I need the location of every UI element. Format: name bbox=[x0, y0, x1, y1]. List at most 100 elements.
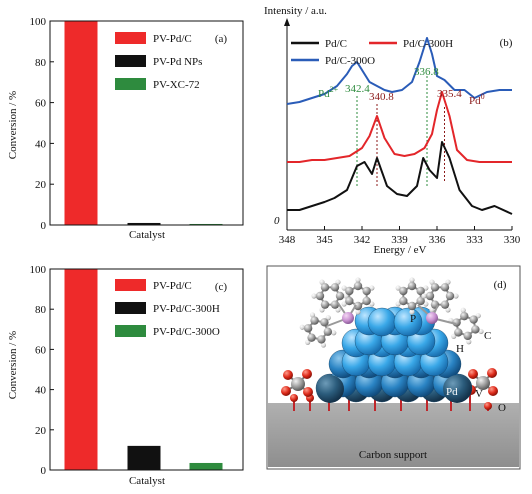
panel-b-label: (b) bbox=[500, 37, 513, 49]
pd-atom-edge-right bbox=[443, 375, 471, 403]
legend-label-3: Pd/C-300O bbox=[325, 55, 375, 67]
hydrogen-atom bbox=[343, 293, 349, 299]
carbon-atom bbox=[323, 327, 333, 336]
hydrogen-atom bbox=[369, 285, 375, 291]
legend-label-1: PV-Pd/C bbox=[153, 33, 192, 45]
pd-atom-edge-left bbox=[316, 375, 344, 403]
legend-swatch-3 bbox=[115, 325, 146, 337]
atom-label-c: C bbox=[484, 330, 491, 342]
panel-c-label: (c) bbox=[215, 281, 228, 293]
y-tick-label: 0 bbox=[41, 465, 47, 477]
carbon-support-slab bbox=[268, 403, 519, 467]
panel-d-label: (d) bbox=[494, 279, 507, 291]
panel-c-x-axis-label: Catalyst bbox=[129, 475, 165, 487]
carbon-atom bbox=[353, 301, 363, 311]
bar-2 bbox=[127, 222, 161, 225]
hydrogen-atom bbox=[395, 301, 401, 307]
panel-b-y-axis-arrowhead bbox=[284, 18, 290, 26]
y-tick-label: 60 bbox=[35, 344, 47, 356]
oxygen-atom bbox=[488, 386, 498, 396]
carbon-atom bbox=[303, 324, 313, 333]
carbon-atom bbox=[430, 283, 440, 292]
hydrogen-atom bbox=[355, 309, 361, 315]
bar-1 bbox=[64, 21, 98, 225]
carbon-atom bbox=[345, 296, 354, 306]
hydrogen-atom bbox=[335, 279, 341, 285]
annotation-5: 335.4 bbox=[437, 88, 462, 100]
hydrogen-atom bbox=[423, 285, 429, 291]
carbon-atom bbox=[440, 283, 450, 292]
x-tick-label: 330 bbox=[504, 234, 521, 246]
hydrogen-atom bbox=[309, 312, 316, 318]
carbon-atom bbox=[407, 281, 417, 291]
annotation-superscript: 0 bbox=[481, 92, 485, 101]
carbon-atom bbox=[330, 300, 340, 309]
hydrogen-atom bbox=[355, 277, 361, 283]
hydrogen-atom bbox=[453, 293, 459, 299]
carbon-atom bbox=[362, 286, 371, 296]
panel-c-legend: PV-Pd/C PV-Pd/C-300H PV-Pd/C-300O bbox=[115, 279, 220, 338]
panel-b-y-origin-label: 0 bbox=[274, 215, 280, 227]
carbon-atom bbox=[469, 315, 478, 324]
oxygen-atom bbox=[283, 370, 293, 380]
pd-atom bbox=[367, 307, 397, 337]
y-tick-label: 40 bbox=[35, 385, 47, 397]
carbon-atom bbox=[310, 316, 319, 325]
panel-b-xps-spectrum: Intensity / a.u. 0 348 345 342 339 336 333 330… bbox=[264, 5, 521, 256]
atom-label-pd: Pd bbox=[446, 386, 458, 398]
hydrogen-atom bbox=[299, 324, 305, 330]
annotation-text: 340.8 bbox=[369, 91, 394, 103]
hydrogen-atom bbox=[421, 293, 427, 299]
x-tick-label: 348 bbox=[279, 234, 296, 246]
carbon-atom bbox=[454, 328, 463, 337]
carbon-atom bbox=[315, 291, 325, 301]
phosphorus-atom-right bbox=[426, 312, 438, 324]
carbon-atom bbox=[320, 318, 329, 327]
hydrogen-atom bbox=[429, 307, 435, 313]
phosphorus-atom-left bbox=[342, 312, 354, 324]
oxygen-atom bbox=[303, 387, 313, 397]
bar-3 bbox=[189, 223, 223, 225]
carbon-atom bbox=[463, 331, 472, 341]
vanadium-atom-right bbox=[476, 376, 490, 390]
panel-b-x-axis-label: Energy / eV bbox=[374, 244, 427, 256]
carbon-atom bbox=[430, 300, 440, 309]
annotation-text: 336.8 bbox=[414, 66, 439, 78]
annotation-text: 342.4 bbox=[345, 83, 370, 95]
annotation-text: 335.4 bbox=[437, 88, 462, 100]
carbon-atom bbox=[460, 311, 469, 321]
annotation-text: Pd bbox=[318, 88, 330, 100]
hydrogen-atom bbox=[331, 330, 337, 336]
annotation-4: 336.8 bbox=[414, 66, 439, 78]
atom-label-o: O bbox=[498, 402, 506, 414]
panel-b-legend: Pd/C Pd/C-300H Pd/C-300O bbox=[291, 38, 453, 67]
hydrogen-atom bbox=[319, 279, 325, 285]
panel-a-bars bbox=[64, 21, 223, 225]
carbon-support-label: Carbon support bbox=[359, 449, 427, 461]
atom-label-v: V bbox=[475, 388, 483, 400]
legend-label-2: PV-Pd NPs bbox=[153, 56, 202, 68]
pd-nanoparticle-scene bbox=[281, 277, 498, 411]
y-tick-label: 20 bbox=[35, 179, 47, 191]
panel-c-y-axis-label: Conversion / % bbox=[7, 331, 19, 399]
carbon-atom bbox=[353, 281, 363, 291]
panel-a-legend: PV-Pd/C PV-Pd NPs PV-XC-72 bbox=[115, 32, 202, 91]
series-line-pd-c bbox=[287, 141, 513, 215]
legend-label-1: Pd/C bbox=[325, 38, 347, 50]
legend-swatch-2 bbox=[115, 302, 146, 314]
hydrogen-atom bbox=[409, 309, 415, 315]
oxygen-atom bbox=[281, 386, 291, 396]
legend-label-3: PV-XC-72 bbox=[153, 79, 200, 91]
carbon-atom bbox=[320, 300, 330, 309]
series-line-pd-c-300o bbox=[286, 37, 512, 105]
oxygen-atom bbox=[487, 368, 497, 378]
y-tick-label: 20 bbox=[35, 425, 47, 437]
annotation-6: Pd0 bbox=[469, 92, 485, 107]
legend-label-3: PV-Pd/C-300O bbox=[153, 326, 220, 338]
hydrogen-atom bbox=[423, 301, 429, 307]
oxygen-atom bbox=[468, 369, 478, 379]
annotation-2: 342.4 bbox=[345, 83, 370, 95]
panel-d-catalyst-model: Carbon support (d) P C H Pd V O bbox=[266, 265, 521, 470]
panel-c-plot-frame bbox=[49, 268, 244, 471]
x-tick-label: 342 bbox=[354, 234, 371, 246]
